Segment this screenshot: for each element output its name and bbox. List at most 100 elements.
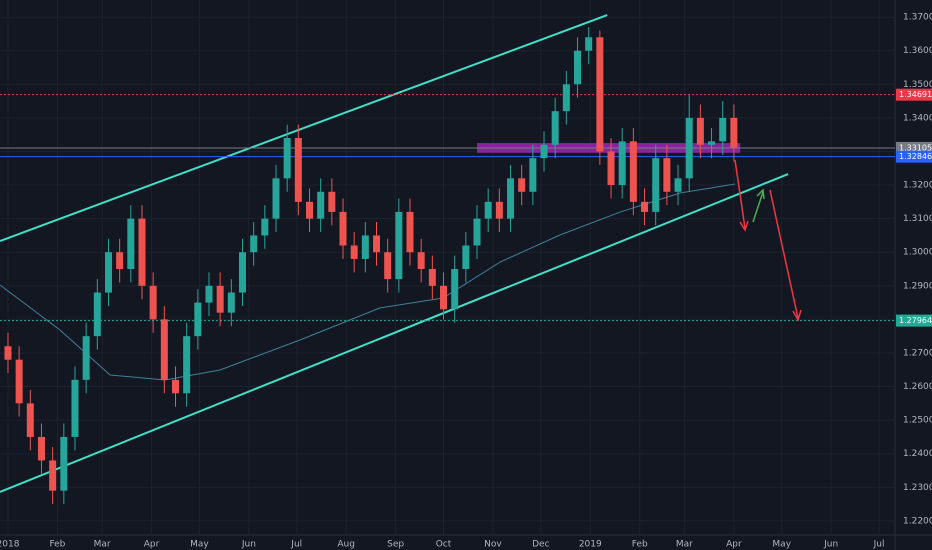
x-tick-label: 2018 [0, 540, 20, 550]
candle-body [629, 141, 637, 202]
candle-body [328, 191, 336, 212]
candle-body [93, 292, 101, 337]
y-tick-label: 1.23000 [903, 483, 932, 493]
candle-body [484, 201, 492, 219]
x-tick-label: Oct [436, 540, 452, 550]
candle-body [574, 50, 582, 85]
candle-body [585, 37, 593, 51]
candle-body [451, 269, 459, 310]
candle-body [171, 379, 179, 394]
price-label-box [896, 314, 932, 327]
price-label: 1.27964 [899, 316, 932, 325]
x-tick-label: May [772, 540, 791, 550]
price-label: 1.32846 [899, 152, 932, 161]
y-tick-label: 1.36000 [903, 46, 932, 56]
candle-body [540, 144, 548, 159]
candle-body [82, 336, 90, 380]
arrow-head [792, 309, 802, 322]
candle-body [440, 285, 448, 310]
arrow-head [756, 188, 765, 200]
candle-body [216, 285, 224, 313]
candle-body [15, 359, 23, 404]
x-tick-label: Apr [144, 540, 160, 550]
candle-body [71, 379, 79, 437]
axes: 1.22000 1.23000 1.24000 1.25000 1.26000 1.270… [0, 13, 932, 550]
candle-body [250, 235, 258, 253]
candle-body [596, 37, 604, 152]
candle-body [507, 178, 515, 219]
price-label: 1.34691 [899, 90, 932, 99]
channel-line [0, 173, 789, 493]
x-tick-label: Nov [484, 540, 502, 550]
candle-body [361, 235, 369, 259]
candle-body [529, 158, 537, 192]
price-label-box [896, 150, 932, 163]
plot [0, 0, 895, 535]
y-tick-label: 1.32000 [903, 181, 932, 191]
y-tick-label: 1.24000 [903, 449, 932, 459]
candle-body [663, 158, 671, 192]
candle-body [272, 178, 280, 219]
price-label: 1.33105 [899, 143, 932, 152]
y-tick-label: 1.35000 [903, 80, 932, 90]
y-tick-label: 1.30000 [903, 248, 932, 258]
candle-body [696, 117, 704, 145]
x-tick-label: Sep [387, 540, 404, 550]
x-tick-label: Feb [632, 540, 648, 550]
candle-body [283, 138, 291, 179]
arrow [769, 189, 799, 319]
channel-line [0, 14, 608, 242]
candle-body [551, 111, 559, 145]
y-tick-label: 1.29000 [903, 281, 932, 291]
price-label-box [896, 88, 932, 101]
candle-body [104, 252, 112, 293]
x-tick-label: Dec [532, 540, 549, 550]
x-tick-label: Mar [676, 540, 693, 550]
candle-body [127, 218, 135, 270]
candle-body [428, 269, 436, 286]
candle-body [518, 178, 526, 192]
candle-body [306, 201, 314, 219]
candle-body [183, 336, 191, 394]
candle-body [261, 218, 269, 236]
candle-body [49, 460, 57, 491]
y-tick-label: 1.25000 [903, 416, 932, 426]
candle-body [607, 151, 615, 186]
x-tick-label: Mar [94, 540, 111, 550]
y-tick-label: 1.26000 [903, 382, 932, 392]
y-tick-label: 1.27000 [903, 348, 932, 358]
candle-body [674, 178, 682, 192]
arrow-head [739, 220, 749, 232]
candle-body [641, 201, 649, 212]
candle-body [406, 211, 414, 253]
candle-body [194, 302, 202, 337]
candle-body [685, 117, 693, 179]
candle-body [26, 403, 34, 437]
x-tick-label: Jun [241, 540, 256, 550]
candle-body [294, 138, 302, 202]
candle-body [238, 252, 246, 293]
y-tick-label: 1.22000 [903, 516, 932, 526]
y-tick-label: 1.31000 [903, 214, 932, 224]
x-tick-label: Apr [726, 540, 742, 550]
candle-body [160, 319, 168, 380]
candle-body [462, 245, 470, 270]
arrow [752, 191, 764, 223]
candle-body [339, 211, 347, 246]
x-tick-label: Feb [49, 540, 65, 550]
x-tick-label: May [190, 540, 209, 550]
arrows [734, 159, 802, 322]
candle-body [373, 235, 381, 253]
candle-body [37, 436, 45, 461]
candle-body [618, 141, 626, 186]
moving-average [0, 183, 736, 381]
candle-body [138, 218, 146, 286]
candle-body [495, 201, 503, 219]
arrow [734, 159, 746, 229]
candle-body [60, 436, 68, 491]
candle-body [395, 211, 403, 280]
candle-body [227, 292, 235, 313]
candle-body [205, 285, 213, 303]
candle-body [417, 252, 425, 270]
